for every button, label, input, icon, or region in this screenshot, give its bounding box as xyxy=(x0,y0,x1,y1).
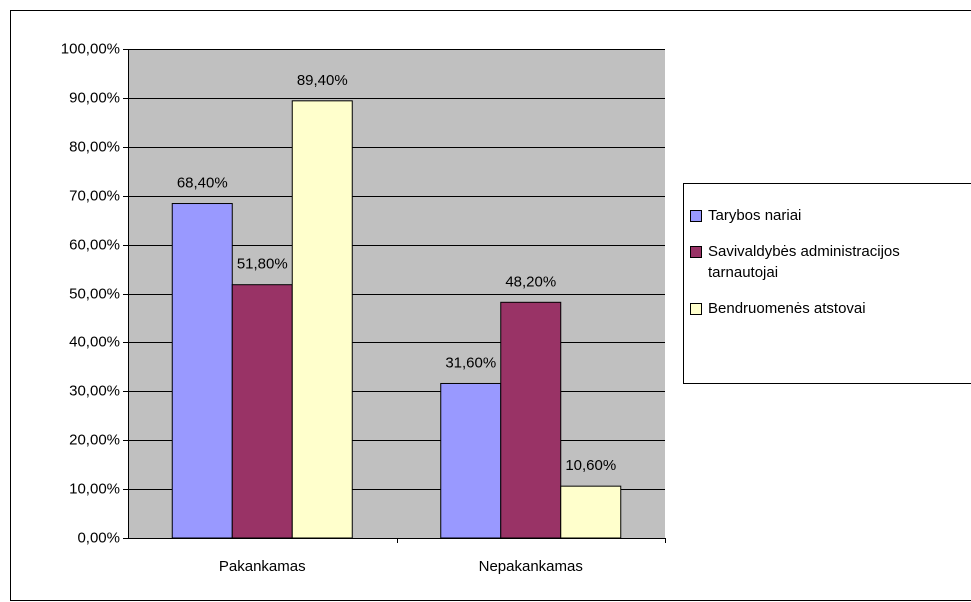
bar xyxy=(440,382,502,539)
data-label: 48,20% xyxy=(505,273,556,290)
data-label: 10,60% xyxy=(565,457,616,474)
data-label: 51,80% xyxy=(237,256,288,273)
y-tick-label: 70,00% xyxy=(69,187,120,204)
legend-label: Savivaldybės administracijos tarnautojai xyxy=(708,243,900,281)
y-tick-label: 30,00% xyxy=(69,382,120,399)
legend-frame xyxy=(683,183,971,384)
bar xyxy=(231,284,293,539)
bar xyxy=(560,485,622,539)
x-tick-label: Pakankamas xyxy=(219,558,306,575)
legend-label: Bendruomenės atstovai xyxy=(708,300,866,317)
y-tick-label: 20,00% xyxy=(69,431,120,448)
bar xyxy=(291,100,353,539)
data-label: 31,60% xyxy=(445,354,496,371)
bar xyxy=(500,301,562,539)
legend-swatch xyxy=(690,210,702,222)
legend-item: Bendruomenės atstovai xyxy=(690,298,971,319)
legend-item: Savivaldybės administracijos tarnautojai xyxy=(690,241,971,283)
y-tick-label: 100,00% xyxy=(61,40,120,57)
bar xyxy=(171,203,233,539)
data-label: 89,40% xyxy=(297,72,348,89)
legend-swatch xyxy=(690,303,702,315)
data-label: 68,40% xyxy=(177,174,228,191)
y-tick-label: 40,00% xyxy=(69,333,120,350)
legend-item: Tarybos nariai xyxy=(690,205,971,226)
y-tick-label: 50,00% xyxy=(69,285,120,302)
y-tick-label: 60,00% xyxy=(69,236,120,253)
x-tick-label: Nepakankamas xyxy=(479,558,583,575)
legend: Tarybos nariai Savivaldybės administracij… xyxy=(690,205,971,334)
y-tick-label: 80,00% xyxy=(69,138,120,155)
legend-label: Tarybos nariai xyxy=(708,207,802,224)
y-tick-label: 90,00% xyxy=(69,89,120,106)
y-tick-label: 0,00% xyxy=(77,529,120,546)
y-tick-label: 10,00% xyxy=(69,480,120,497)
legend-swatch xyxy=(690,246,702,258)
